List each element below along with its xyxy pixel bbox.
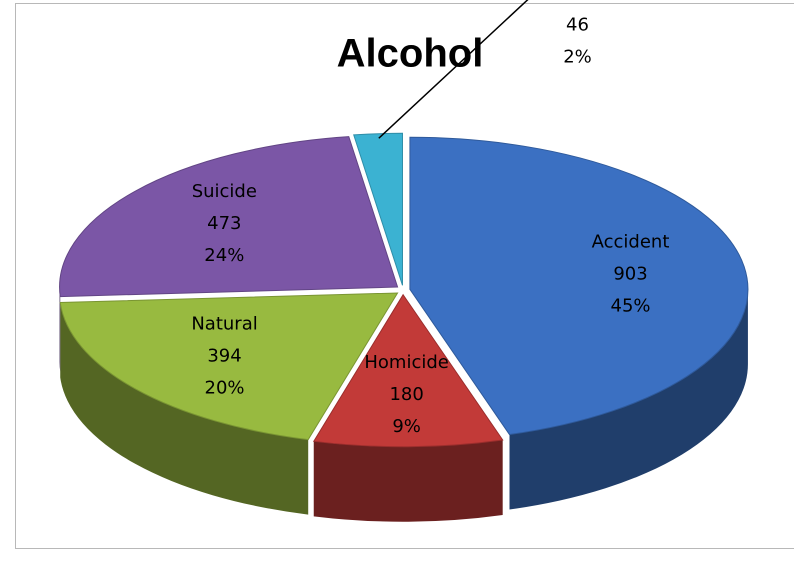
label-percent: 2%: [563, 46, 592, 67]
pie-slice-side: [60, 302, 309, 515]
pie-walls: [59, 287, 748, 522]
label-name: Accident: [592, 231, 670, 252]
label-value: 46: [566, 14, 589, 35]
pie-tops: [59, 132, 749, 448]
pie-slice: [409, 136, 749, 436]
pie-slice: [353, 132, 403, 286]
data-labels: Accident 903 45% Homicide 180 9% Natural 394 20%…: [191, 0, 669, 437]
pie-slice-side: [509, 289, 748, 510]
pie-slice-side: [59, 287, 61, 372]
label-name: Undet.: [548, 0, 608, 3]
label-percent: 45%: [611, 295, 651, 316]
label-percent: 9%: [392, 416, 421, 437]
label-value: 903: [613, 263, 647, 284]
leader-line: [378, 0, 529, 139]
label-value: 180: [389, 384, 423, 405]
pie-slice: [59, 292, 399, 441]
chart-title: Alcohol: [337, 32, 484, 76]
label-name: Homicide: [364, 352, 448, 373]
label-name: Natural: [191, 313, 257, 334]
label-percent: 20%: [205, 377, 245, 398]
label-percent: 24%: [204, 245, 244, 266]
label-value: 473: [207, 213, 241, 234]
pie-slice: [59, 136, 399, 298]
label-value: 394: [207, 345, 241, 366]
pie-slice: [312, 293, 504, 448]
label-name: Suicide: [192, 181, 257, 202]
pie-slice-side: [313, 439, 503, 522]
